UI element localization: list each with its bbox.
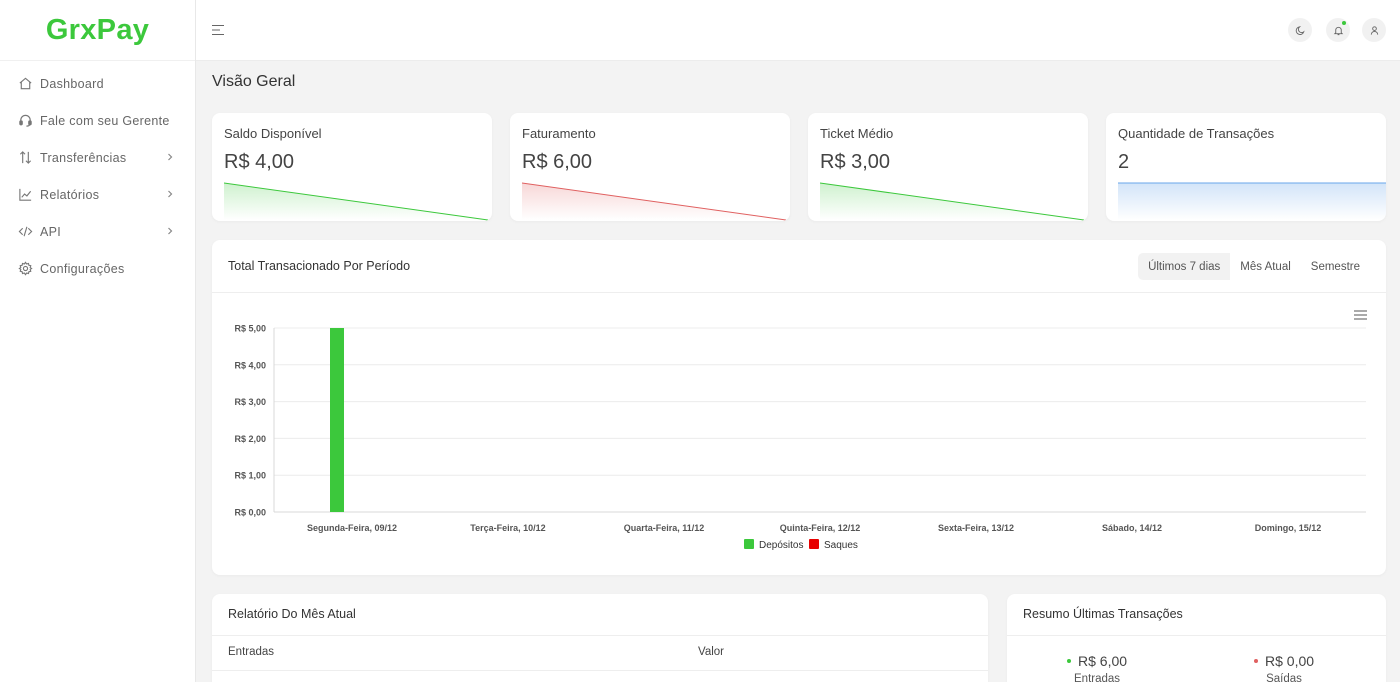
brand-name: GrxPay (45, 13, 150, 46)
stat-value: R$ 4,00 (224, 151, 295, 173)
sidebar-item-label: Transferências (40, 150, 127, 165)
sidebar-nav: Dashboard Fale com seu Gerente Transferê… (0, 61, 195, 287)
stat-value: R$ 6,00 (522, 151, 593, 173)
sidebar-item-configuracoes[interactable]: Configurações (0, 250, 195, 287)
stat-value: 2 (1118, 151, 1130, 173)
summary-title: Resumo Últimas Transações (1023, 607, 1183, 621)
summary-card: Resumo Últimas Transações R$ 6,00 Entrad… (1007, 594, 1386, 682)
x-tick-label: Quinta-Feira, 12/12 (780, 523, 861, 533)
sidebar: GrxPay Dashboard Fale com seu Gerente Tr… (0, 0, 196, 682)
sidebar-item-label: Relatórios (40, 187, 100, 202)
gear-icon (18, 261, 33, 276)
period-filter: Últimos 7 dias Mês Atual Semestre (1138, 253, 1370, 280)
filter-mes-atual[interactable]: Mês Atual (1230, 253, 1301, 280)
x-tick-label: Domingo, 15/12 (1255, 523, 1322, 533)
arrows-up-down-icon (18, 150, 33, 165)
stat-label: Faturamento (522, 126, 596, 141)
chart-title: Total Transacionado Por Período (228, 259, 411, 273)
sidebar-item-label: Fale com seu Gerente (40, 113, 170, 128)
chevron-right-icon (168, 153, 173, 161)
x-tick-label: Terça-Feira, 10/12 (470, 523, 545, 533)
chevron-right-icon (168, 190, 173, 198)
code-icon (18, 224, 33, 239)
stat-value: R$ 3,00 (820, 151, 891, 173)
topbar (196, 0, 1400, 61)
legend-label: Saques (824, 540, 858, 551)
summary-value: R$ 0,00 (1265, 653, 1315, 669)
menu-icon[interactable] (211, 24, 225, 36)
bar-depósitos (330, 328, 344, 512)
sidebar-item-api[interactable]: API (0, 213, 195, 250)
page-title: Visão Geral (212, 73, 296, 90)
y-tick-label: R$ 3,00 (234, 397, 266, 407)
y-tick-label: R$ 2,00 (234, 434, 266, 444)
stat-sparkline (1118, 182, 1386, 220)
sidebar-item-label: Configurações (40, 261, 125, 276)
filter-ultimos-7-dias[interactable]: Últimos 7 dias (1138, 253, 1231, 280)
x-tick-label: Sexta-Feira, 13/12 (938, 523, 1014, 533)
headset-icon (18, 113, 33, 128)
x-tick-label: Segunda-Feira, 09/12 (307, 523, 397, 533)
notification-dot (1342, 21, 1346, 25)
stat-label: Quantidade de Transações (1118, 126, 1275, 141)
bar-chart: R$ 0,00 R$ 1,00 R$ 2,00 R$ 3,00 R$ 4,00 R$ 5,… (234, 324, 1366, 551)
stat-card-faturamento: Faturamento R$ 6,00 (510, 113, 790, 221)
monthly-report-title: Relatório Do Mês Atual (228, 607, 356, 621)
status-dot (1254, 659, 1258, 663)
bell-icon (1333, 26, 1343, 35)
sidebar-item-label: API (40, 224, 62, 239)
divider (212, 635, 988, 636)
stat-card-saldo: Saldo Disponível R$ 4,00 (212, 113, 492, 221)
user-icon (1370, 25, 1378, 35)
chevron-right-icon (168, 227, 173, 235)
user-menu-button[interactable] (1362, 18, 1386, 42)
home-icon (18, 76, 33, 91)
sidebar-item-fale-com-gerente[interactable]: Fale com seu Gerente (0, 102, 195, 139)
divider (1007, 635, 1386, 636)
column-header-valor: Valor (698, 646, 724, 658)
y-tick-label: R$ 0,00 (234, 508, 266, 518)
stat-card-ticket-medio: Ticket Médio R$ 3,00 (808, 113, 1088, 221)
legend-swatch (809, 539, 819, 549)
line-chart-icon (18, 187, 33, 202)
legend-label: Depósitos (759, 540, 803, 551)
x-tick-label: Quarta-Feira, 11/12 (624, 523, 705, 533)
chart-menu-icon[interactable] (1354, 310, 1367, 320)
legend-swatch (744, 539, 754, 549)
sidebar-item-label: Dashboard (40, 76, 104, 91)
stat-label: Saldo Disponível (224, 126, 322, 141)
y-tick-label: R$ 1,00 (234, 471, 266, 481)
chart-header: Total Transacionado Por Período Últimos … (212, 240, 1386, 293)
summary-saidas: R$ 0,00 Saídas (1254, 653, 1314, 682)
summary-value: R$ 6,00 (1078, 653, 1128, 669)
brand-logo[interactable]: GrxPay (0, 0, 195, 61)
stat-card-quantidade: Quantidade de Transações 2 (1106, 113, 1386, 221)
status-dot (1067, 659, 1071, 663)
monthly-report-card: Relatório Do Mês Atual Entradas Valor (212, 594, 988, 682)
summary-label: Saídas (1266, 673, 1302, 682)
y-tick-label: R$ 5,00 (234, 324, 266, 334)
summary-entradas: R$ 6,00 Entradas (1067, 653, 1127, 682)
y-tick-label: R$ 4,00 (234, 360, 266, 370)
period-chart-card: Total Transacionado Por Período Últimos … (212, 240, 1386, 575)
divider (212, 670, 988, 671)
stat-sparkline (522, 182, 787, 221)
x-tick-label: Sábado, 14/12 (1102, 523, 1162, 533)
sidebar-item-dashboard[interactable]: Dashboard (0, 65, 195, 102)
sidebar-item-relatorios[interactable]: Relatórios (0, 176, 195, 213)
column-header-entradas: Entradas (228, 646, 275, 658)
filter-semestre[interactable]: Semestre (1300, 253, 1370, 280)
stat-label: Ticket Médio (820, 126, 894, 141)
stat-sparkline (820, 182, 1085, 221)
notifications-button[interactable] (1326, 18, 1350, 42)
summary-label: Entradas (1074, 673, 1121, 682)
sidebar-item-transferencias[interactable]: Transferências (0, 139, 195, 176)
moon-icon (1295, 25, 1305, 35)
theme-toggle-button[interactable] (1288, 18, 1312, 42)
stat-sparkline (224, 182, 489, 221)
